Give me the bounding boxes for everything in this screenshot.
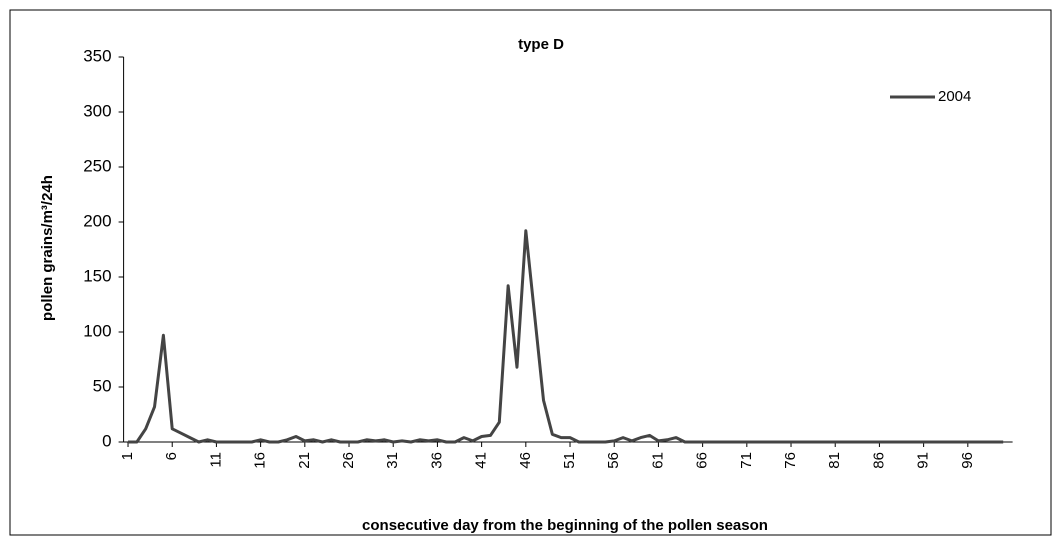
x-tick-label: 46 (517, 452, 534, 469)
x-tick-label: 56 (605, 452, 622, 469)
x-tick-label: 71 (738, 452, 755, 469)
y-tick-label: 200 (83, 211, 111, 230)
x-tick-label: 41 (473, 452, 490, 469)
y-tick-label: 100 (83, 321, 111, 340)
y-tick-label: 300 (83, 101, 111, 120)
x-tick-label: 31 (384, 452, 401, 469)
series-line (128, 229, 1004, 444)
x-tick-label: 91 (915, 452, 932, 469)
x-tick-label: 66 (694, 452, 711, 469)
y-tick-label: 350 (83, 46, 111, 65)
x-tick-label: 11 (207, 452, 224, 468)
x-tick-label: 1 (119, 452, 136, 460)
y-tick-label: 150 (83, 266, 111, 285)
y-axis-label: pollen grains/m³/24h (39, 175, 56, 321)
x-tick-label: 26 (340, 452, 357, 469)
x-tick-label: 61 (649, 452, 666, 469)
x-tick-label: 76 (782, 452, 799, 469)
chart-title: type D (518, 36, 564, 53)
legend-label: 2004 (938, 88, 971, 105)
x-tick-label: 86 (870, 452, 887, 469)
x-tick-label: 81 (826, 452, 843, 469)
x-tick-label: 96 (959, 452, 976, 469)
y-tick-label: 50 (93, 376, 112, 395)
x-tick-label: 6 (163, 452, 180, 460)
y-tick-label: 250 (83, 156, 111, 175)
x-axis-label: consecutive day from the beginning of th… (362, 517, 768, 534)
y-tick-label: 0 (102, 431, 111, 450)
x-tick-label: 21 (296, 452, 313, 469)
x-tick-label: 51 (561, 452, 578, 469)
x-tick-label: 36 (428, 452, 445, 469)
x-tick-label: 16 (252, 452, 269, 469)
